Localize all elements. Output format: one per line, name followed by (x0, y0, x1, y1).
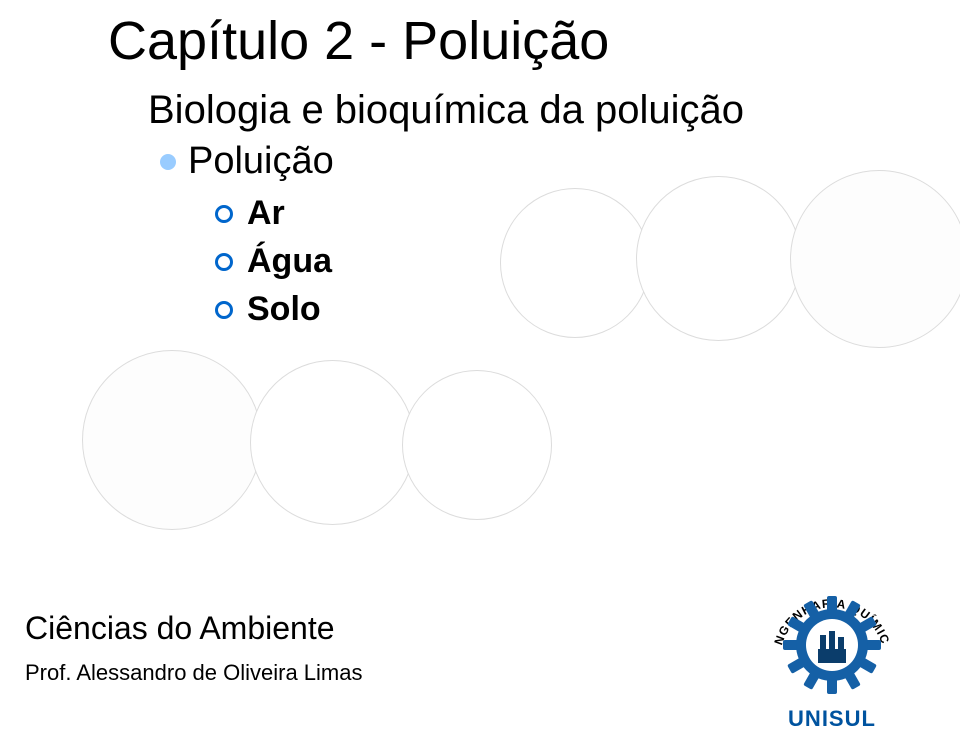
decorative-circle (402, 370, 552, 520)
decorative-circle (250, 360, 415, 525)
sub-bullet-label: Ar (247, 194, 285, 233)
logo-brand-text: UNISUL (788, 706, 876, 732)
decorative-circle (500, 188, 650, 338)
ring-bullet-icon (215, 253, 233, 271)
logo-area: ENGENHARIA QUÍMICA UNISUL (752, 532, 912, 732)
gear-logo: ENGENHARIA QUÍMICA (767, 570, 897, 700)
bullet-dot-icon (160, 154, 176, 170)
decorative-circle (790, 170, 960, 348)
sub-bullet-item: Solo (215, 290, 321, 329)
slide-title: Capítulo 2 - Poluição (108, 10, 609, 72)
bullet-label: Poluição (188, 140, 334, 183)
footer-course: Ciências do Ambiente (25, 610, 335, 647)
ring-bullet-icon (215, 205, 233, 223)
footer-professor: Prof. Alessandro de Oliveira Limas (25, 660, 363, 686)
sub-bullet-label: Água (247, 242, 332, 281)
ring-bullet-icon (215, 301, 233, 319)
sub-bullet-item: Ar (215, 194, 285, 233)
decorative-circle (82, 350, 262, 530)
sub-bullet-label: Solo (247, 290, 321, 329)
bullet-poluicao: Poluição (160, 140, 334, 183)
sub-bullet-item: Água (215, 242, 332, 281)
slide-subtitle: Biologia e bioquímica da poluição (148, 88, 744, 133)
decorative-circle (636, 176, 801, 341)
